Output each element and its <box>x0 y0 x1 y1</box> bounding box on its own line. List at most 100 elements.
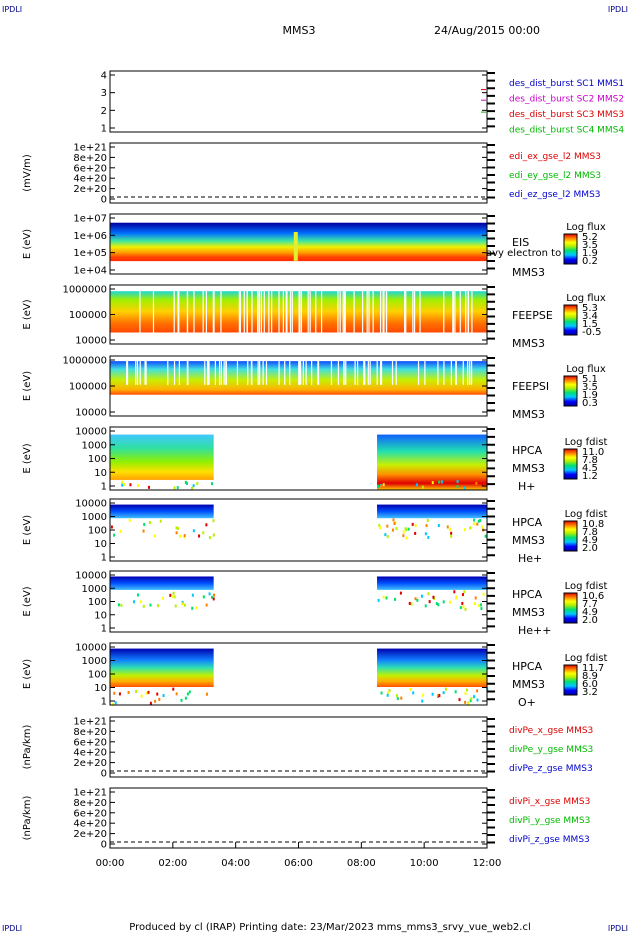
speckle <box>192 484 195 488</box>
colorbar-tick-label: 10.8 <box>582 519 604 530</box>
colorbar-tick-label: 1.5 <box>582 319 598 330</box>
legend-entry: divPe_x_gse MMS3 <box>509 726 593 736</box>
speckle <box>478 604 481 608</box>
data-gap <box>302 360 304 385</box>
y-tick-label: 0 <box>101 840 107 851</box>
colorbar-tick-label: 11.0 <box>582 447 604 458</box>
data-gap <box>193 289 195 333</box>
colorbar-title: Log fdist <box>565 653 608 664</box>
speckle <box>446 525 449 529</box>
data-gap <box>207 360 210 385</box>
speckle <box>409 687 412 691</box>
y-tick-label: 10 <box>94 610 107 621</box>
data-gap <box>317 360 319 385</box>
y-tick-label: 2e+20 <box>73 758 107 769</box>
speckle <box>139 600 142 604</box>
data-gap <box>452 289 454 333</box>
legend-entry: des_dist_burst SC3 MMS3 <box>509 110 624 120</box>
speckle <box>175 692 178 696</box>
instrument-label: MMS3 <box>512 408 545 421</box>
y-tick-label: 1 <box>101 124 107 135</box>
speckle <box>476 698 479 702</box>
speckle <box>118 692 121 696</box>
hpca_hepp-block-2 <box>377 576 487 590</box>
panel-eis <box>109 213 578 275</box>
data-gap <box>342 289 344 333</box>
data-gap <box>251 289 253 333</box>
legend-entry: des_dist_burst SC2 MMS2 <box>509 95 624 105</box>
instrument-label: HPCA <box>512 444 543 457</box>
y-tick-label: 100000 <box>69 310 107 321</box>
y-tick-label: 10000 <box>75 336 107 347</box>
instrument-label: FEEPSI <box>512 380 549 393</box>
colorbar-tick-label: 3.5 <box>582 240 598 251</box>
panel-hpca_he <box>109 498 578 562</box>
colorbar <box>563 664 578 696</box>
data-gap <box>383 289 385 333</box>
speckle <box>482 592 485 596</box>
speckle <box>480 607 483 611</box>
data-gap <box>309 289 311 333</box>
y-axis-label: (nPa/km) <box>22 725 33 770</box>
speckle <box>415 483 418 487</box>
y-tick-label: 4e+20 <box>73 174 107 185</box>
speckle <box>172 595 175 599</box>
data-gap <box>285 289 287 333</box>
y-tick-label: 1000 <box>82 512 107 523</box>
speckle <box>424 532 427 536</box>
speckle <box>196 482 199 486</box>
corner-label-bottom-right: IPDLI <box>608 924 628 933</box>
data-gap <box>152 289 155 333</box>
y-tick-label: 100 <box>88 454 107 465</box>
y-tick-label: 10000 <box>75 643 107 654</box>
instrument-label: MMS3 <box>512 534 545 547</box>
legend-entry: divPe_z_gse MMS3 <box>509 764 593 774</box>
colorbar <box>563 592 578 624</box>
speckle <box>175 526 178 530</box>
data-gap <box>412 289 414 333</box>
speckle <box>175 531 178 535</box>
instrument-label: MMS3 <box>512 678 545 691</box>
colorbar-tick-label: 4.9 <box>582 607 598 618</box>
legend-entry: edi_ez_gse_l2 MMS3 <box>509 190 601 200</box>
panel-feepse <box>109 284 578 345</box>
instrument-label: MMS3 <box>512 266 545 279</box>
footer-credit: Produced by cl (IRAP) Printing date: 23/… <box>129 922 530 933</box>
speckle <box>208 592 211 596</box>
data-gap <box>135 360 137 385</box>
speckle <box>438 480 441 484</box>
speckle <box>114 701 117 705</box>
y-tick-label: 100 <box>88 526 107 537</box>
colorbar-tick-label: 0.2 <box>582 256 598 267</box>
y-tick-label: 6e+20 <box>73 737 107 748</box>
colorbar-tick-label: 3.2 <box>582 687 598 698</box>
y-axis-label: E (eV) <box>22 586 33 616</box>
data-gap <box>145 360 147 385</box>
colorbar-tick-label: 1.9 <box>582 390 598 401</box>
speckle <box>142 604 145 608</box>
y-axis-label: E (eV) <box>22 229 33 259</box>
speckle <box>395 694 398 698</box>
speckle <box>438 694 441 698</box>
speckle <box>117 603 120 607</box>
data-gap <box>144 360 146 385</box>
panel-hpca_h <box>109 426 578 491</box>
speckle <box>162 596 165 600</box>
data-gap <box>471 289 473 333</box>
speckle <box>179 534 182 538</box>
instrument-label: HPCA <box>512 660 543 673</box>
speckle <box>121 480 124 484</box>
y-tick-label: 2 <box>101 106 107 117</box>
data-gap <box>298 289 300 333</box>
y-tick-label: 10 <box>94 683 107 694</box>
y-tick-label: 100 <box>88 670 107 681</box>
data-gap <box>278 360 280 385</box>
data-gap <box>213 289 215 333</box>
speckle <box>412 691 415 695</box>
data-gap <box>212 289 214 333</box>
hpca_he-block-1 <box>110 504 214 519</box>
data-gap <box>337 289 339 333</box>
speckle <box>455 595 458 599</box>
speckle <box>173 486 176 490</box>
legend-entry: des_dist_burst SC1 MMS1 <box>509 79 624 89</box>
